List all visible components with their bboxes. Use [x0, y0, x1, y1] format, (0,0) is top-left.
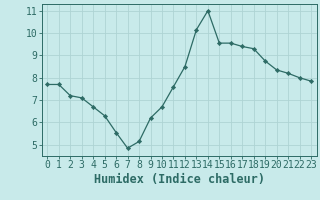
X-axis label: Humidex (Indice chaleur): Humidex (Indice chaleur) — [94, 173, 265, 186]
